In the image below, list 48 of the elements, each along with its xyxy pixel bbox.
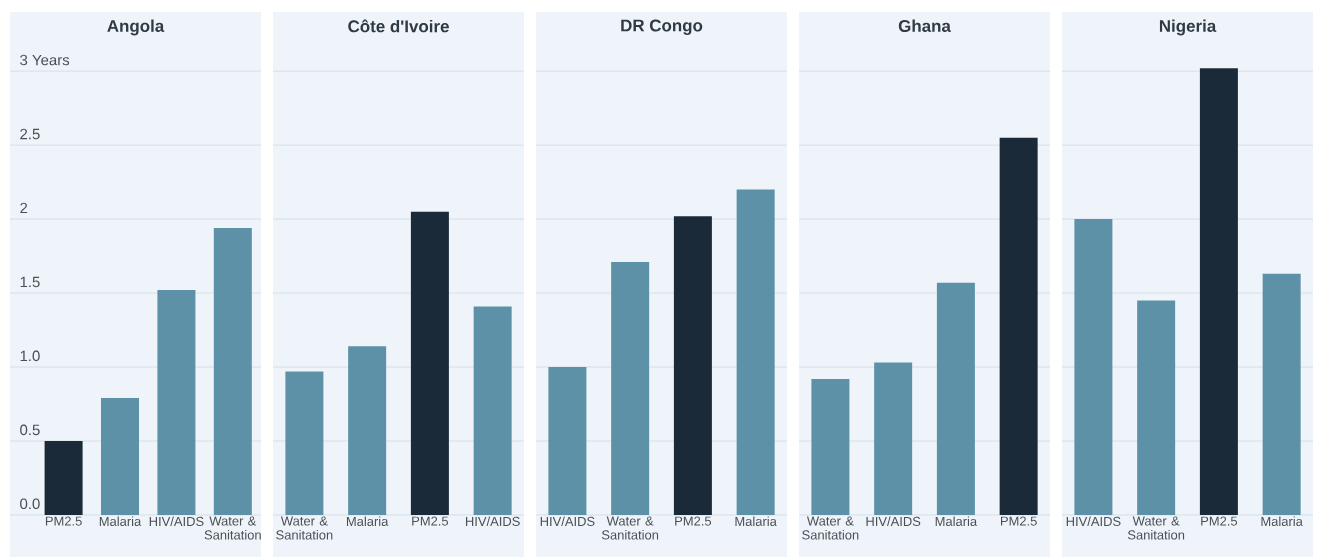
x-tick-label: Malaria [346,516,389,527]
x-tick-label: Water & Sanitation [276,516,333,540]
x-tick-label: Water & Sanitation [601,516,659,540]
y-tick-label: 2 [20,202,28,214]
y-tick-label: 0.0 [20,498,40,510]
x-tick-label: Malaria [99,516,142,527]
x-tick-label: PM2.5 [45,516,82,526]
bar [473,306,512,515]
bar [736,189,775,515]
chart-title: Angola [107,19,165,36]
y-tick-label: 1.5 [20,276,40,288]
chart-title: DR Congo [621,19,703,35]
x-tick-label: HIV/AIDS [866,516,921,527]
bar [1137,300,1176,515]
bar [874,362,913,515]
chart-title: Nigeria [1159,19,1217,36]
x-tick-label: HIV/AIDS [466,516,520,527]
bar [811,378,850,515]
x-tick-label: Water & Sanitation [802,516,859,540]
chart-title: Côte d'Ivoire [348,19,449,33]
y-tick-label: 0.5 [20,424,40,436]
x-tick-label: Malaria [935,516,978,527]
y-tick-label: 2.5 [20,128,40,140]
bar [1199,68,1238,515]
x-tick-label: PM2.5 [412,516,449,526]
x-tick-label: Water & Sanitation [1127,516,1185,540]
chart-title: Ghana [898,19,951,32]
y-tick-label: 3 Years [20,54,70,66]
bar [548,367,587,515]
x-tick-label: PM2.5 [675,516,712,526]
x-tick-label: HIV/AIDS [540,516,595,527]
bar [999,137,1038,515]
x-tick-label: HIV/AIDS [149,516,204,527]
bar [410,211,449,515]
x-tick-label: PM2.5 [1201,516,1238,526]
x-tick-label: HIV/AIDS [1066,516,1121,527]
x-tick-label: Malaria [735,516,777,527]
bar [936,282,975,515]
x-tick-label: Water & Sanitation [204,516,261,540]
bar [673,216,712,515]
y-tick-label: 1.0 [20,350,40,362]
x-tick-label: PM2.5 [1000,516,1037,526]
bar [285,371,324,515]
bar [348,346,387,515]
bar [611,262,650,515]
bar [1262,273,1301,515]
x-tick-label: Malaria [1261,516,1303,527]
bar [1074,219,1113,515]
